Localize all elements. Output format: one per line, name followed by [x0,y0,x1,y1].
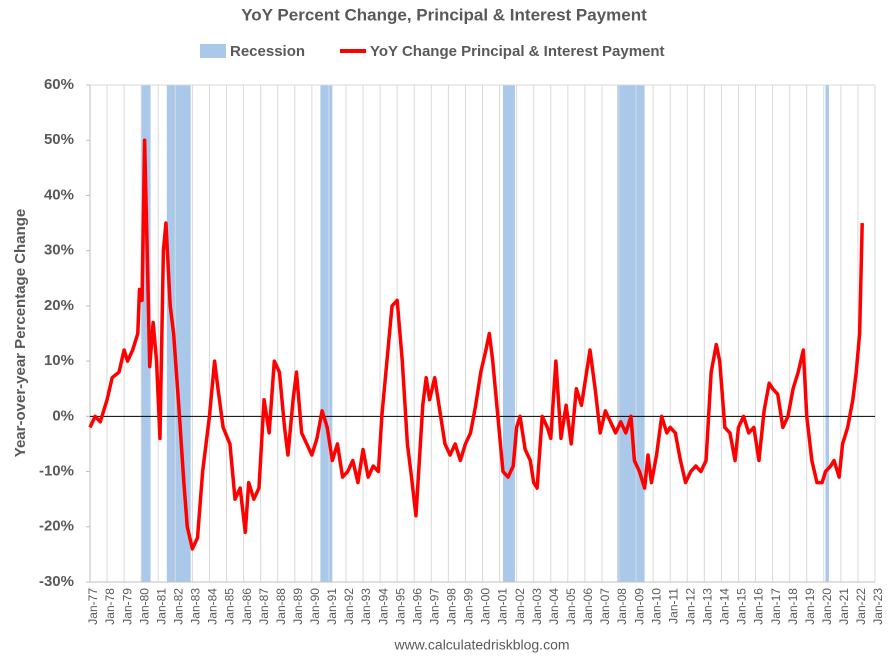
y-tick-label: 10% [44,352,74,369]
x-tick-label: Jan-11 [666,588,680,624]
y-tick-label: 0% [52,407,74,424]
x-tick-label: Jan-91 [325,588,339,625]
recession-band [825,85,829,582]
chart-title: YoY Percent Change, Principal & Interest… [241,5,647,24]
x-tick-label: Jan-98 [445,588,459,625]
x-tick-label: Jan-01 [496,588,510,625]
x-tick-label: Jan-12 [683,588,697,625]
x-tick-label: Jan-05 [564,588,578,625]
x-tick-label: Jan-97 [427,588,441,625]
x-tick-label: Jan-85 [223,588,237,625]
legend-label: Recession [230,43,305,60]
x-tick-label: Jan-95 [393,588,407,625]
legend-swatch [200,44,226,58]
y-tick-label: 60% [44,76,74,93]
y-tick-label: 50% [44,131,74,148]
x-tick-label: Jan-81 [154,588,168,625]
x-tick-label: Jan-08 [615,588,629,625]
recession-band [320,85,333,582]
x-tick-label: Jan-09 [632,588,646,625]
x-tick-label: Jan-04 [547,588,561,625]
x-tick-label: Jan-23 [871,588,885,625]
x-tick-label: Jan-20 [820,588,834,625]
y-tick-label: -10% [39,463,74,480]
recession-band [166,85,191,582]
x-tick-label: Jan-21 [837,588,851,625]
x-tick-label: Jan-83 [189,588,203,625]
x-tick-label: Jan-86 [240,588,254,625]
x-tick-label: Jan-79 [120,588,134,625]
x-tick-label: Jan-07 [598,588,612,625]
x-tick-label: Jan-99 [462,588,476,625]
recession-band [502,85,515,582]
x-tick-label: Jan-06 [581,588,595,625]
series-line [88,138,864,551]
x-tick-label: Jan-10 [649,588,663,625]
x-tick-label: Jan-14 [718,588,732,625]
x-tick-label: Jan-82 [171,588,185,625]
legend-label: YoY Change Principal & Interest Payment [370,43,665,60]
y-tick-label: 20% [44,297,74,314]
y-axis-label: Year-over-year Percentage Change [12,209,29,457]
x-tick-label: Jan-18 [786,588,800,625]
y-tick-label: -20% [39,518,74,535]
x-tick-label: Jan-92 [342,588,356,625]
x-tick-label: Jan-00 [479,588,493,625]
x-tick-label: Jan-96 [410,588,424,625]
x-tick-label: Jan-16 [752,588,766,625]
x-tick-label: Jan-88 [274,588,288,625]
recession-band [617,85,645,582]
source: www.calculatedriskblog.com [393,637,569,653]
y-tick-label: 40% [44,186,74,203]
x-tick-label: Jan-02 [513,588,527,625]
x-tick-label: Jan-89 [291,588,305,625]
x-tick-label: Jan-78 [103,588,117,625]
x-tick-label: Jan-77 [86,588,100,625]
x-tick-label: Jan-90 [308,588,322,625]
x-tick-label: Jan-17 [769,588,783,625]
x-tick-label: Jan-13 [701,588,715,625]
x-tick-label: Jan-84 [206,588,220,625]
x-tick-label: Jan-93 [359,588,373,625]
x-tick-label: Jan-03 [530,588,544,625]
recession-band [141,85,151,582]
y-tick-label: 30% [44,242,74,259]
x-tick-label: Jan-94 [376,588,390,625]
x-tick-label: Jan-80 [137,588,151,625]
x-tick-label: Jan-87 [257,588,271,625]
x-tick-label: Jan-19 [803,588,817,625]
x-tick-label: Jan-15 [735,588,749,625]
x-tick-label: Jan-22 [854,588,868,625]
y-tick-label: -30% [39,573,74,590]
